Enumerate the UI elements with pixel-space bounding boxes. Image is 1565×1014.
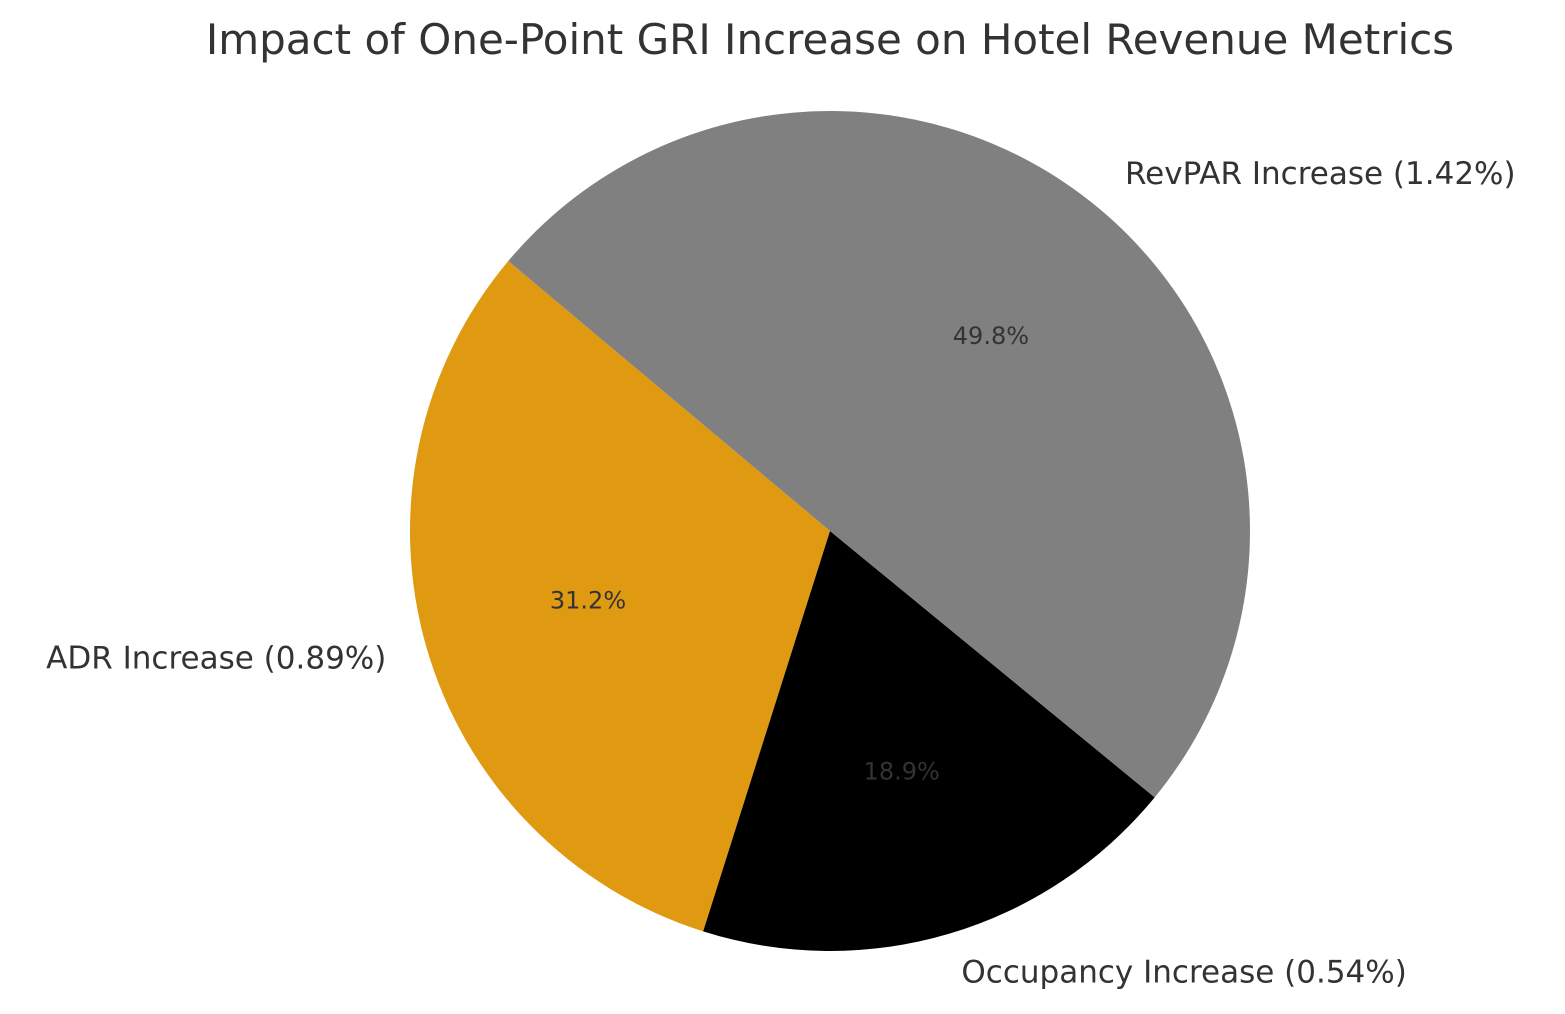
pie-slice-revpar-increase: [508, 111, 1250, 798]
slice-percent-label: 18.9%: [864, 758, 940, 786]
chart-title: Impact of One-Point GRI Increase on Hote…: [206, 15, 1454, 64]
slice-label: RevPAR Increase (1.42%): [1125, 156, 1516, 192]
pie-slices: [410, 111, 1250, 952]
pie-slice-adr-increase: [410, 261, 830, 932]
pie-slice-occupancy-increase: [703, 531, 1155, 952]
pie-labels: ADR Increase (0.89%) 31.2% Occupancy Incre…: [46, 156, 1515, 990]
slice-label: Occupancy Increase (0.54%): [961, 954, 1406, 990]
slice-label: ADR Increase (0.89%): [46, 640, 386, 676]
slice-percent-label: 31.2%: [550, 586, 626, 614]
slice-percent-label: 49.8%: [953, 322, 1029, 350]
